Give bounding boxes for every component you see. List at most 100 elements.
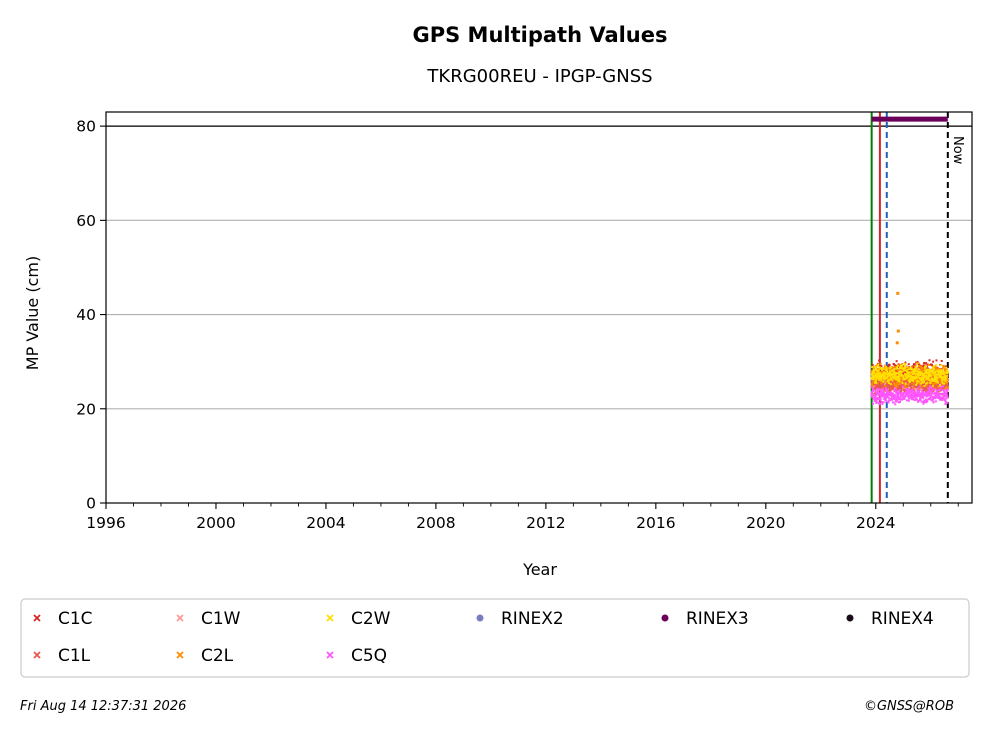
data-point	[906, 382, 909, 385]
data-point	[881, 384, 884, 387]
data-point	[939, 371, 942, 374]
data-point	[884, 368, 887, 371]
data-point	[928, 363, 931, 366]
data-point	[905, 376, 908, 379]
data-point	[917, 374, 920, 377]
data-point	[885, 377, 888, 380]
data-point	[875, 398, 878, 401]
data-point	[946, 369, 949, 372]
data-point	[944, 368, 947, 371]
data-point	[877, 370, 880, 373]
data-point	[938, 396, 941, 399]
data-point	[928, 390, 931, 393]
data-point	[941, 385, 944, 388]
data-point	[907, 367, 910, 370]
data-point	[894, 379, 897, 382]
data-point	[896, 369, 899, 372]
data-point	[910, 393, 913, 396]
data-point	[873, 399, 876, 402]
data-point	[906, 366, 909, 369]
data-point	[881, 395, 884, 398]
data-point	[941, 378, 944, 381]
data-point	[921, 374, 924, 377]
data-point	[873, 383, 876, 386]
data-point	[911, 375, 914, 378]
x-tick-label-2020: 2020	[746, 514, 785, 532]
data-point	[896, 391, 899, 394]
data-point	[894, 366, 897, 369]
data-point	[907, 383, 910, 386]
data-point	[882, 368, 885, 371]
data-point	[910, 371, 913, 374]
data-point	[884, 365, 887, 368]
data-point	[886, 376, 889, 379]
data-point	[938, 393, 941, 396]
data-point	[925, 401, 928, 404]
data-point	[945, 382, 948, 385]
data-point	[893, 366, 896, 369]
data-point	[879, 362, 882, 365]
data-point	[944, 374, 947, 377]
data-point	[933, 396, 936, 399]
data-point	[874, 378, 877, 381]
data-point	[931, 371, 934, 374]
data-point	[887, 401, 890, 404]
data-point	[908, 373, 911, 376]
data-point	[903, 387, 906, 390]
data-point	[940, 375, 943, 378]
data-point	[925, 378, 928, 381]
data-point	[894, 400, 897, 403]
data-point	[874, 394, 877, 397]
data-point	[908, 369, 911, 372]
data-point	[923, 401, 926, 404]
data-point	[926, 389, 929, 392]
data-point	[913, 377, 916, 380]
data-point	[898, 375, 901, 378]
x-tick-label-2024: 2024	[856, 514, 895, 532]
data-point	[936, 376, 939, 379]
data-point	[922, 364, 925, 367]
chart-title: GPS Multipath Values	[412, 23, 667, 47]
data-point	[916, 370, 919, 373]
data-point	[938, 375, 941, 378]
data-point	[935, 359, 938, 362]
data-point	[939, 388, 942, 391]
data-point	[912, 398, 915, 401]
data-point	[878, 378, 881, 381]
data-point	[907, 395, 910, 398]
data-point	[929, 388, 932, 391]
legend-item-rinex3: RINEX3	[661, 609, 749, 629]
data-point	[922, 389, 925, 392]
data-point	[884, 395, 887, 398]
data-point	[940, 384, 943, 387]
data-point	[923, 385, 926, 388]
data-point	[916, 383, 919, 386]
data-point	[914, 370, 917, 373]
data-point	[904, 383, 907, 386]
legend-label: C2L	[201, 646, 234, 666]
data-point	[922, 387, 925, 390]
data-point	[929, 382, 932, 385]
data-point	[894, 375, 897, 378]
data-point	[881, 368, 884, 371]
data-point	[904, 361, 907, 364]
data-point	[893, 383, 896, 386]
data-point	[908, 380, 911, 383]
data-point	[909, 383, 912, 386]
data-point	[915, 368, 918, 371]
chart-subtitle: TKRG00REU - IPGP-GNSS	[426, 66, 652, 87]
data-point	[943, 390, 946, 393]
data-point	[933, 380, 936, 383]
data-point	[945, 393, 948, 396]
data-point	[922, 401, 925, 404]
data-point	[902, 382, 905, 385]
data-point	[942, 396, 945, 399]
data-point	[921, 383, 924, 386]
data-point	[877, 392, 880, 395]
data-point	[912, 370, 915, 373]
data-point	[906, 386, 909, 389]
data-point	[884, 397, 887, 400]
data-point	[920, 379, 923, 382]
data-point	[908, 371, 911, 374]
